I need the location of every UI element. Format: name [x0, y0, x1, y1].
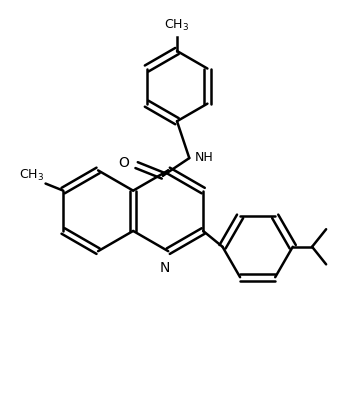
- Text: N: N: [160, 260, 170, 274]
- Text: O: O: [119, 155, 130, 169]
- Text: CH$_3$: CH$_3$: [19, 167, 44, 182]
- Text: NH: NH: [195, 151, 213, 164]
- Text: CH$_3$: CH$_3$: [165, 17, 189, 32]
